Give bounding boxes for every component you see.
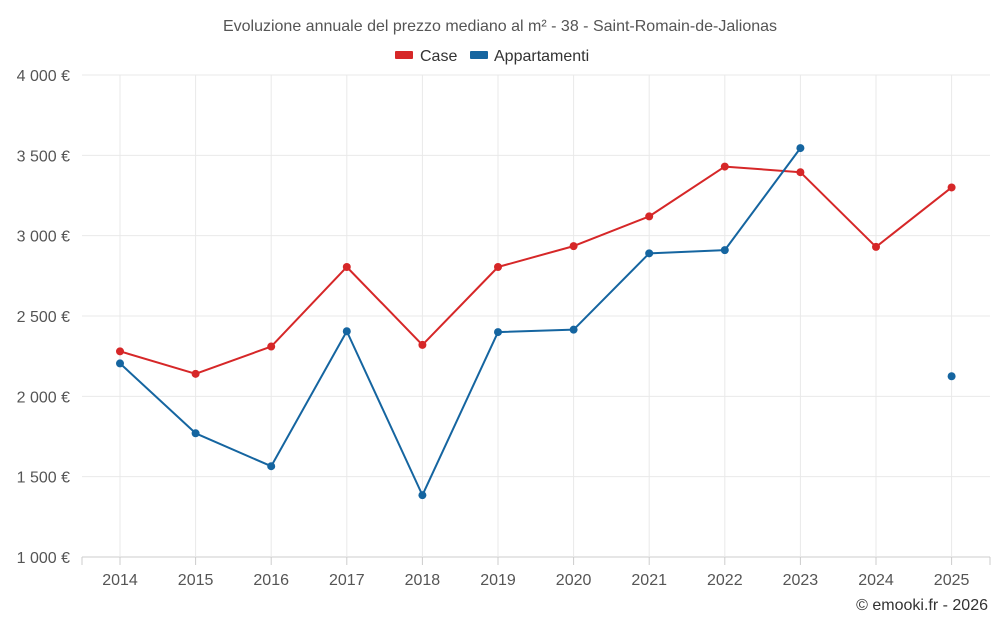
legend-swatch — [395, 51, 413, 59]
x-tick-label: 2025 — [934, 572, 970, 589]
data-point[interactable] — [494, 328, 502, 337]
data-point[interactable] — [116, 347, 124, 356]
y-tick-label: 3 000 € — [17, 229, 70, 246]
data-point[interactable] — [342, 327, 351, 336]
data-point[interactable] — [342, 262, 351, 271]
y-tick-label: 2 000 € — [17, 389, 70, 406]
legend-swatch — [470, 51, 488, 59]
data-point[interactable] — [418, 491, 427, 500]
x-tick-label: 2017 — [329, 572, 365, 589]
credit-text: © emooki.fr - 2026 — [856, 597, 988, 614]
data-point[interactable] — [796, 168, 805, 177]
x-tick-label: 2022 — [707, 572, 743, 589]
series-line — [119, 165, 953, 375]
data-point[interactable] — [569, 325, 578, 334]
data-point[interactable] — [191, 369, 200, 378]
y-tick-label: 3 500 € — [17, 148, 70, 165]
x-tick-label: 2018 — [405, 572, 441, 589]
x-tick-label: 2016 — [253, 572, 289, 589]
series-line — [119, 147, 802, 497]
data-point[interactable] — [418, 340, 427, 349]
data-point[interactable] — [494, 262, 502, 271]
data-point[interactable] — [116, 359, 124, 368]
y-tick-label: 2 500 € — [17, 309, 70, 326]
data-point[interactable] — [569, 242, 578, 251]
data-point[interactable] — [267, 462, 276, 471]
data-point[interactable] — [720, 162, 729, 171]
x-tick-label: 2020 — [556, 572, 592, 589]
data-point[interactable] — [796, 144, 805, 153]
x-tick-label: 2024 — [858, 572, 894, 589]
y-axis: 1 000 € 1 500 € 2 000 € 2 500 € 3 000 € 3 500… — [17, 68, 70, 567]
series-case — [116, 162, 956, 378]
data-point[interactable] — [947, 372, 956, 381]
grid — [82, 74, 990, 558]
data-point[interactable] — [645, 212, 654, 221]
legend-item-appartamenti[interactable]: Appartamenti — [470, 48, 589, 65]
legend-item-case[interactable]: Case — [395, 48, 457, 65]
x-tick-label: 2023 — [783, 572, 819, 589]
data-point[interactable] — [720, 246, 729, 255]
y-tick-label: 1 500 € — [17, 470, 70, 487]
data-point[interactable] — [645, 249, 654, 258]
legend-label: Appartamenti — [494, 48, 589, 65]
y-tick-label: 4 000 € — [17, 68, 70, 85]
legend-label: Case — [420, 48, 457, 65]
x-tick-label: 2015 — [178, 572, 214, 589]
x-axis: 2014 2015 2016 2017 2018 2019 2020 2021 2022 2023… — [81, 557, 991, 589]
series-layer — [116, 144, 956, 500]
data-point[interactable] — [947, 183, 956, 192]
x-tick-label: 2019 — [480, 572, 516, 589]
data-point[interactable] — [872, 242, 880, 251]
y-tick-label: 1 000 € — [17, 550, 70, 567]
x-tick-label: 2021 — [631, 572, 667, 589]
data-point[interactable] — [191, 429, 200, 438]
chart-title: Evoluzione annuale del prezzo mediano al… — [223, 18, 777, 35]
legend: Case Appartamenti — [395, 48, 589, 65]
series-appartamenti — [116, 144, 956, 500]
data-point[interactable] — [267, 342, 276, 351]
x-tick-label: 2014 — [102, 572, 138, 589]
